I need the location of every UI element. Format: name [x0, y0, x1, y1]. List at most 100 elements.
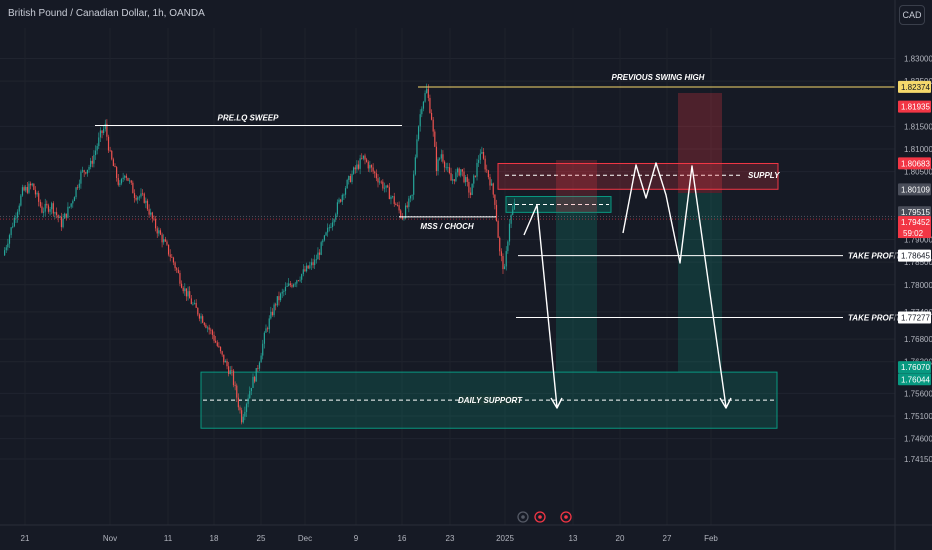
candle-body	[414, 157, 416, 175]
candle-body	[142, 193, 144, 195]
candle-body	[299, 279, 301, 281]
candle-body	[331, 222, 334, 227]
candle-body	[484, 158, 486, 170]
candle-body	[336, 202, 339, 215]
candle-body	[169, 254, 171, 257]
candle-body	[356, 164, 358, 170]
candle-body	[359, 158, 361, 169]
candle-body	[80, 171, 82, 184]
candle-body	[241, 410, 243, 423]
candle-body	[305, 265, 308, 272]
candle-body	[401, 216, 403, 220]
candle-body	[429, 97, 431, 113]
price-label: 1.78645	[901, 252, 930, 261]
price-label-bg	[898, 373, 931, 386]
candle-body	[164, 239, 166, 242]
take-profit-1-label: TAKE PROFIT 1	[848, 252, 908, 261]
candle-body	[177, 269, 179, 273]
candle-body	[8, 235, 11, 244]
candle-body	[210, 329, 212, 331]
candle-body	[116, 167, 118, 179]
candle-body	[154, 219, 157, 229]
candle-body	[226, 360, 228, 367]
candle-body	[221, 351, 223, 355]
candle-body	[507, 241, 509, 252]
candle-body	[424, 93, 426, 102]
countdown-label: 59:02	[903, 229, 924, 238]
candle-body	[283, 290, 285, 292]
candle-body	[21, 187, 24, 196]
candle-body	[419, 114, 421, 127]
candle-body	[379, 181, 381, 183]
candle-body	[252, 376, 254, 388]
candle-body	[245, 403, 248, 412]
candle-body	[434, 131, 436, 147]
candle-body	[249, 391, 251, 399]
price-tick-label: 1.81000	[904, 145, 932, 154]
candle-body	[236, 385, 238, 398]
grid	[0, 28, 895, 525]
candle-body	[369, 165, 371, 169]
candle-body	[151, 212, 153, 219]
candle-body	[83, 170, 85, 173]
time-tick-label: 2025	[496, 534, 514, 543]
candle-body	[237, 397, 239, 408]
candle-body	[239, 407, 241, 411]
candle-body	[18, 205, 20, 212]
candle-body	[137, 197, 139, 200]
candle-body	[156, 228, 158, 234]
projection-arrow-2	[719, 397, 732, 409]
candle-body	[143, 193, 145, 203]
price-label-bg	[898, 157, 931, 170]
candle-body	[448, 167, 451, 174]
candle-body	[489, 177, 491, 186]
candle-body	[278, 296, 280, 301]
candle-body	[460, 169, 462, 176]
candle-body	[413, 174, 415, 195]
candle-body	[317, 252, 319, 260]
candle-body	[471, 183, 473, 195]
time-tick-label: 18	[210, 534, 219, 543]
candle-body	[4, 250, 6, 256]
candle-body	[38, 193, 40, 202]
candle-body	[323, 235, 326, 241]
price-tick-label: 1.76800	[904, 335, 932, 344]
candle-body	[426, 88, 428, 94]
candle-body	[130, 180, 132, 183]
candle-body	[445, 167, 447, 169]
chart-title: British Pound / Canadian Dollar, 1h, OAN…	[8, 8, 205, 19]
candle-body	[242, 416, 244, 423]
candle-body	[159, 230, 162, 235]
candle-body	[73, 197, 76, 202]
candlestick-series	[4, 83, 515, 425]
candle-body	[44, 203, 46, 212]
candle-body	[385, 185, 387, 188]
candle-body	[12, 226, 14, 228]
candle-body	[104, 123, 106, 129]
candle-body	[148, 209, 150, 215]
time-tick-label: 11	[164, 534, 173, 543]
candle-body	[182, 287, 184, 292]
candle-body	[98, 137, 100, 147]
currency-button[interactable]: CAD	[899, 5, 925, 25]
annotations: PREVIOUS SWING HIGH PRE.LQ SWEEP MSS / CHO…	[0, 73, 908, 409]
candle-body	[86, 169, 89, 174]
candle-body	[367, 161, 369, 169]
candle-body	[377, 178, 379, 183]
candle-body	[276, 296, 278, 306]
candle-body	[344, 188, 347, 195]
candle-body	[135, 197, 137, 200]
time-tick-label: 13	[569, 534, 578, 543]
candle-body	[244, 411, 246, 417]
candle-body	[96, 146, 98, 151]
candle-body	[75, 187, 77, 198]
price-label-bg	[898, 311, 931, 324]
candle-body	[187, 291, 189, 297]
candle-body	[286, 285, 288, 287]
candle-body	[463, 171, 465, 183]
candle-body	[349, 175, 351, 182]
candle-body	[114, 166, 116, 168]
candle-body	[120, 178, 123, 184]
candle-body	[234, 385, 236, 386]
